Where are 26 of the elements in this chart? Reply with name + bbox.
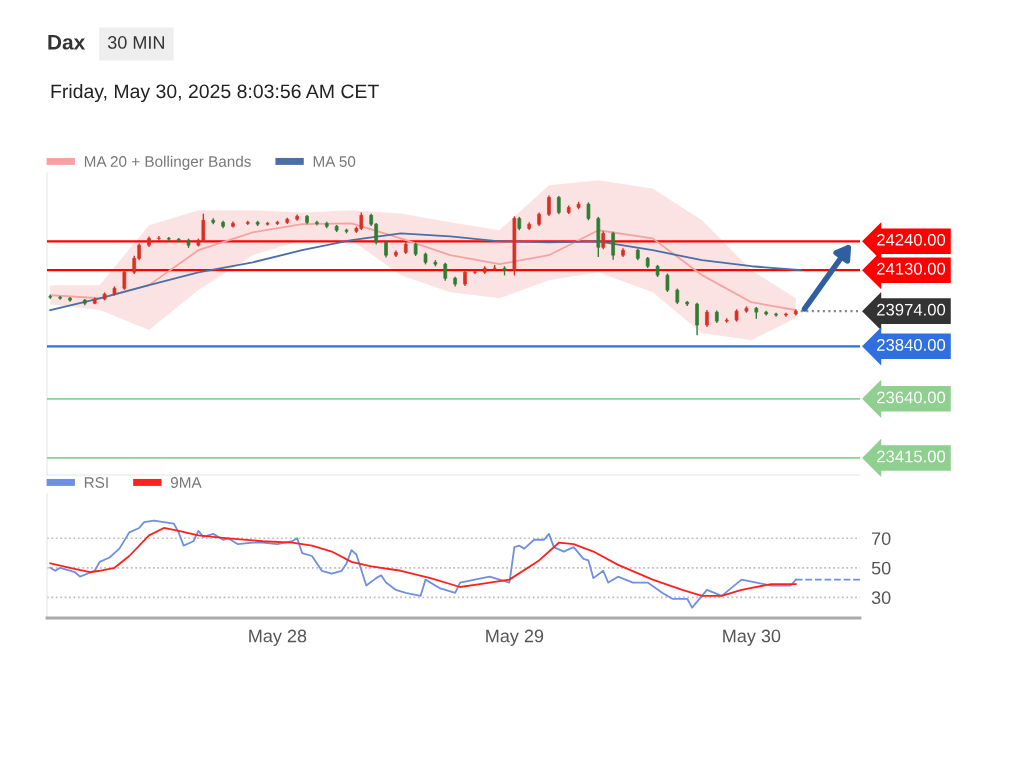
x-tick-label: May 29 [486,629,544,646]
legend-label: RSI [84,477,108,488]
candlestick [665,272,670,293]
candlestick [547,194,551,217]
candlestick [695,302,699,336]
ref-line-label: 23840.00 [877,338,946,351]
chart-title: Dax [48,35,86,50]
y-tick-label: 70 [872,532,891,546]
y-tick-label: 30 [871,591,891,605]
candlestick [557,195,561,215]
x-tick-label: May 30 [723,629,781,646]
ref-line-label: 23415.00 [877,450,946,463]
candlestick [122,269,127,291]
legend-label: 9MA [170,477,202,488]
ref-line-label: 23640.00 [877,391,946,404]
legend-label: MA 50 [313,156,356,167]
legend-label: MA 20 + Bollinger Bands [84,155,251,170]
x-tick-label: May 28 [249,629,307,646]
candlestick [611,231,615,261]
ref-line-label: 24240.00 [877,233,946,246]
y-tick-label: 50 [871,561,891,575]
ref-line-label: 24130.00 [877,262,946,275]
ref-line-label: 23974.00 [877,303,946,316]
text: Friday, May 30, 2025 8:03:56 AM CET [51,83,379,103]
chart-subtitle: 30 MIN [107,36,164,49]
line-series [49,527,797,597]
